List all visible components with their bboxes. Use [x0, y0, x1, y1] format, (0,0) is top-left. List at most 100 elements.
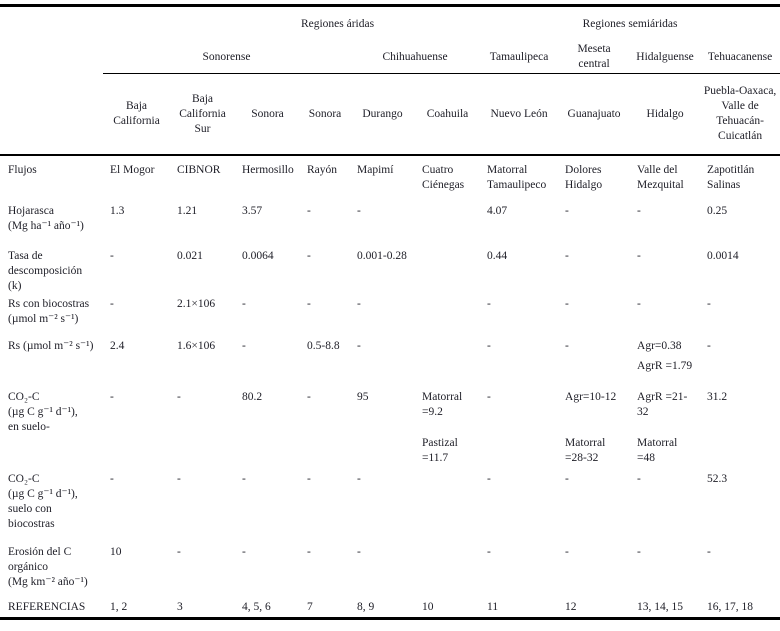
row-label-line: Hojarasca — [8, 205, 54, 217]
row-label-line: suelo con — [8, 503, 52, 515]
table-cell: 12 — [565, 601, 577, 613]
row-label: Erosión del C orgánico (Mg km⁻² año⁻¹) — [0, 542, 103, 597]
table-cell: - — [307, 250, 311, 262]
row-label-line: (Mg km⁻² año⁻¹) — [8, 576, 88, 588]
table-cell: 0.021 — [177, 250, 203, 262]
table-cell: - — [565, 340, 569, 352]
table-cell: - — [307, 473, 311, 485]
table-row-rs: Rs (µmol m⁻² s⁻¹) 2.4 1.6×106 - 0.5-8.8 … — [0, 336, 780, 387]
state-header: Guanajuato — [558, 73, 631, 156]
table-cell: 52.3 — [707, 473, 728, 485]
table-cell: - — [487, 340, 491, 352]
table-cell: - — [565, 205, 569, 217]
table-cell: 16, 17, 18 — [707, 601, 754, 613]
table-row-co2c-biocostras: CO₂-C (µg C g⁻¹ d⁻¹), suelo con biocostr… — [0, 469, 780, 542]
table-cell: - — [637, 250, 641, 262]
cell-value-primary: Agr=10-12 — [565, 391, 617, 403]
site-header: El Mogor — [110, 164, 155, 176]
table-cell: 10 — [422, 601, 434, 613]
table-cell: 0.0064 — [242, 250, 274, 262]
row-label: Tasa de descomposición (k) — [0, 246, 103, 294]
state-header: Puebla-Oaxaca, Valle de Tehuacán-Cuicatl… — [700, 73, 780, 156]
row-label: Rs con biocostras (µmol m⁻² s⁻¹) — [0, 294, 103, 336]
state-header: Nuevo León — [480, 73, 559, 156]
row-label-line: CO₂-C — [8, 473, 40, 485]
row-label-line: Erosión del C — [8, 546, 72, 558]
table-cell: - — [110, 473, 114, 485]
site-header: Rayón — [307, 164, 338, 176]
subregion-chihuahuense: Chihuahuense — [350, 41, 481, 74]
row-label: Hojarasca (Mg ha⁻¹ año⁻¹) — [0, 201, 103, 246]
table-cell: - — [357, 546, 361, 558]
table-header: Regiones áridas Regiones semiáridas Sono… — [0, 6, 780, 202]
table-cell: - — [177, 546, 181, 558]
table-cell — [415, 294, 480, 336]
state-header: Coahuila — [415, 73, 481, 156]
row-label-line: (k) — [8, 280, 22, 292]
table-cell: - — [357, 340, 361, 352]
table-cell: - — [357, 473, 361, 485]
state-header: Sonora — [300, 73, 350, 156]
row-label-line: en suelo- — [8, 421, 50, 433]
table-cell: - — [487, 391, 491, 403]
site-header: Cuatro Ciénegas — [422, 164, 465, 191]
table-cell: 3 — [177, 601, 183, 613]
state-row: Baja California Baja California Sur Sono… — [0, 73, 780, 156]
table-cell: - — [565, 298, 569, 310]
table-cell: - — [637, 205, 641, 217]
empty-corner-cell — [0, 41, 103, 74]
table-cell: 1.6×106 — [177, 340, 216, 352]
table-cell: - — [357, 298, 361, 310]
table-body: Hojarasca (Mg ha⁻¹ año⁻¹) 1.3 1.21 3.57 … — [0, 201, 780, 619]
table-cell: - — [307, 546, 311, 558]
site-header: Zapotitlán Salinas — [707, 164, 755, 191]
table-cell: - — [637, 473, 641, 485]
row-label-line: REFERENCIAS — [8, 601, 86, 613]
empty-corner-cell — [0, 6, 103, 42]
state-header: Baja California Sur — [170, 73, 235, 156]
table-cell — [415, 542, 480, 597]
table-cell: 11 — [487, 601, 499, 613]
row-label-line: (µg C g⁻¹ d⁻¹), — [8, 488, 78, 500]
table-cell: - — [565, 473, 569, 485]
table-cell: - — [242, 298, 246, 310]
table-cell: - — [242, 546, 246, 558]
table-cell: 80.2 — [242, 391, 263, 403]
site-header: Mapimí — [357, 164, 394, 176]
table-cell: 0.44 — [487, 250, 508, 262]
row-label-line: descomposición — [8, 265, 83, 277]
table-cell: - — [110, 391, 114, 403]
table-cell: Agr=10-12 Matorral =28-32 — [558, 387, 630, 469]
state-header: Hidalgo — [630, 73, 701, 156]
table-cell: - — [487, 546, 491, 558]
row-label-line: Tasa de — [8, 250, 43, 262]
carbon-flux-table: Regiones áridas Regiones semiáridas Sono… — [0, 4, 780, 620]
table-cell: 7 — [307, 601, 313, 613]
table-cell: 1.21 — [177, 205, 198, 217]
table-cell: 1.3 — [110, 205, 125, 217]
region-row: Regiones áridas Regiones semiáridas — [0, 6, 780, 42]
table-cell: AgrR =21-32 Matorral =48 — [630, 387, 700, 469]
table-cell: 0.5-8.8 — [307, 340, 340, 352]
table-row-referencias: REFERENCIAS 1, 2 3 4, 5, 6 7 8, 9 10 11 … — [0, 597, 780, 619]
table-cell: 1, 2 — [110, 601, 128, 613]
subregion-tamaulipeca: Tamaulipeca — [480, 41, 559, 74]
table-cell: - — [307, 205, 311, 217]
subregion-row: Sonorense Chihuahuense Tamaulipeca Meset… — [0, 41, 780, 74]
table-cell: - — [707, 340, 711, 352]
row-label: REFERENCIAS — [0, 597, 103, 619]
table-cell: - — [177, 473, 181, 485]
table-cell: - — [487, 473, 491, 485]
row-label: CO₂-C (µg C g⁻¹ d⁻¹), en suelo- — [0, 387, 103, 469]
table-row-hojarasca: Hojarasca (Mg ha⁻¹ año⁻¹) 1.3 1.21 3.57 … — [0, 201, 780, 246]
table-row-co2c-suelo: CO₂-C (µg C g⁻¹ d⁻¹), en suelo- - - 80.2… — [0, 387, 780, 469]
row-label-line: Rs (µmol m⁻² s⁻¹) — [8, 340, 94, 352]
flux-column-label: Flujos — [8, 164, 37, 176]
row-label-line: (Mg ha⁻¹ año⁻¹) — [8, 220, 84, 232]
row-label: Rs (µmol m⁻² s⁻¹) — [0, 336, 103, 387]
empty-corner-cell — [0, 73, 103, 156]
row-label-line: orgánico — [8, 561, 49, 573]
table-cell: - — [242, 473, 246, 485]
row-label-line: Rs con biocostras — [8, 298, 90, 310]
table-cell: - — [242, 340, 246, 352]
